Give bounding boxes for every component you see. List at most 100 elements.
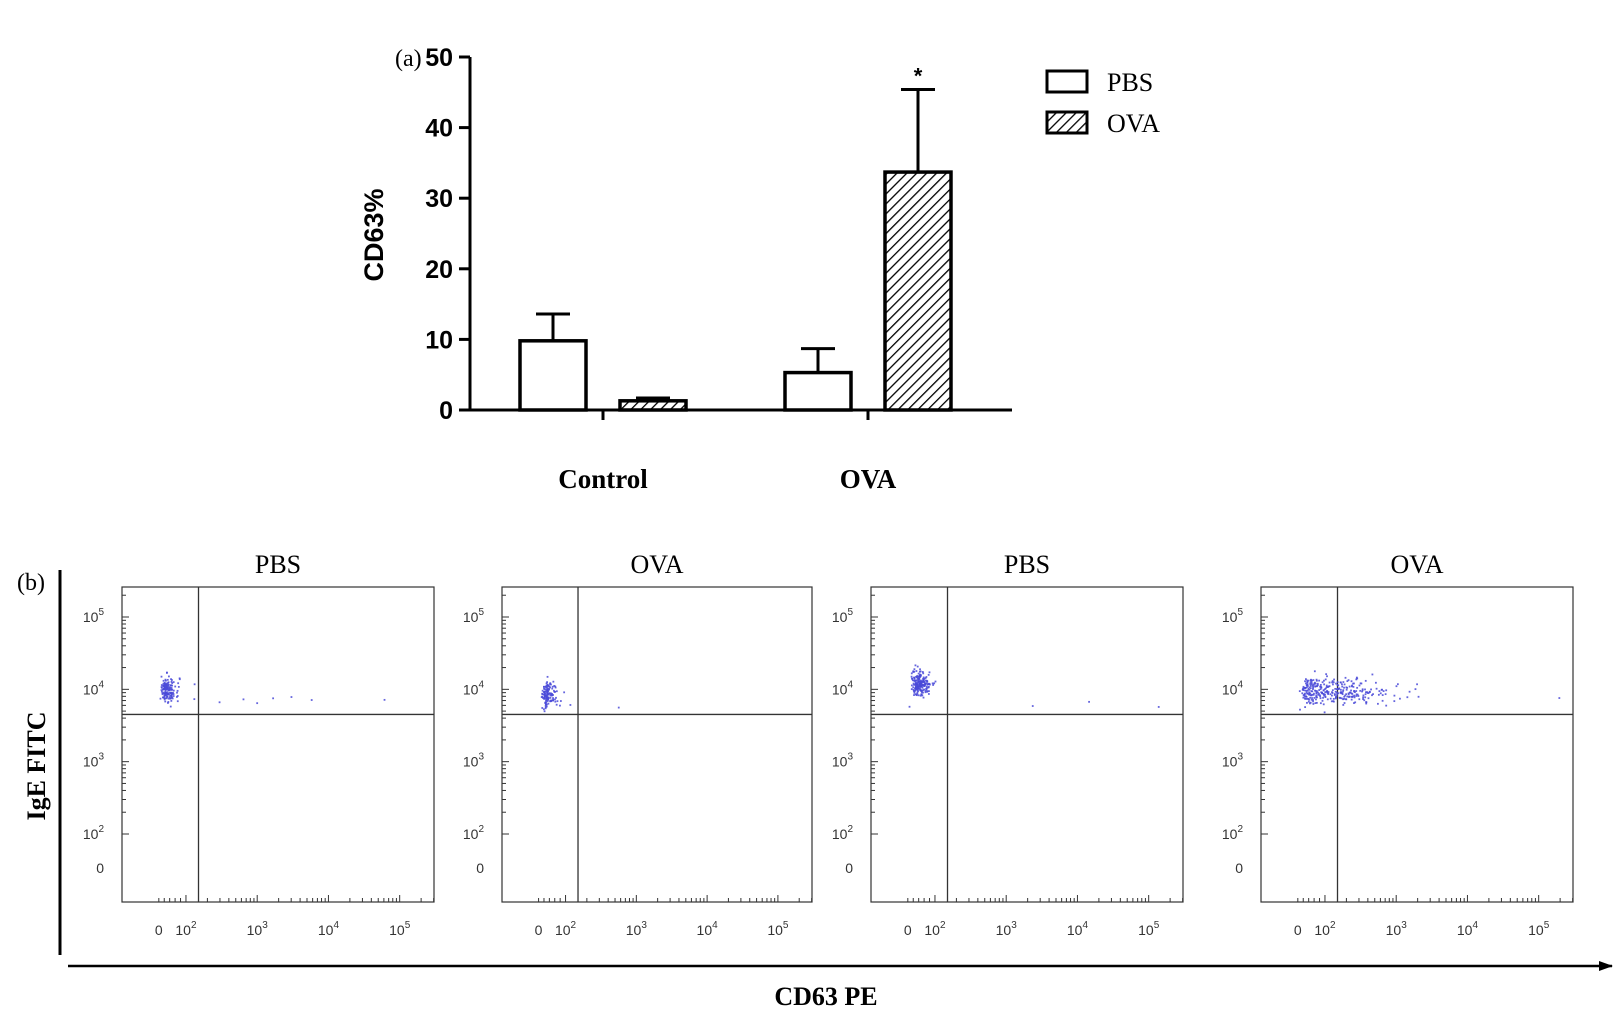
event-point [1314,689,1316,692]
event-point [913,668,916,671]
event-point [1157,706,1160,708]
event-point [1393,694,1396,697]
bar-ova-ova [883,170,953,412]
event-point [1336,681,1339,684]
event-point [163,698,166,701]
event-point [1304,687,1307,689]
subplot-title: PBS [1004,550,1050,579]
event-point [918,675,921,677]
event-point [1355,690,1358,692]
legend-swatch-ova [1045,110,1089,135]
event-point [1365,691,1367,694]
event-point [1324,693,1326,696]
event-point [554,690,556,693]
event-point [1372,693,1374,696]
event-point [1345,698,1347,701]
event-point [172,681,175,684]
event-point [543,710,546,713]
event-point [1315,698,1317,701]
event-point [542,708,545,711]
event-point [917,672,920,675]
event-point [177,682,180,685]
event-point [1341,693,1344,696]
event-point [1323,688,1326,691]
event-point [166,678,169,681]
event-point [912,686,915,689]
event-point [1356,693,1359,696]
event-point [1371,694,1373,697]
event-point [542,697,544,699]
event-point [242,698,245,701]
event-point [162,691,165,694]
event-point [1357,695,1360,697]
event-point [172,691,174,694]
event-point [916,677,919,680]
event-point [1361,689,1364,692]
event-point [170,694,173,697]
event-point [168,686,171,688]
y-tick-label: 102 [832,824,854,842]
event-point [1323,694,1325,697]
event-point [923,685,926,688]
x-tick-label: 0 [904,922,912,938]
event-point [917,675,920,678]
event-point [1312,679,1315,681]
y-tick-label: 104 [832,679,854,697]
event-point [1316,690,1318,693]
event-point [1334,697,1337,700]
event-point [546,696,548,698]
event-point [919,694,922,697]
event-point [1362,694,1365,697]
event-point [1355,676,1358,679]
event-point [169,686,172,689]
event-point [552,697,554,699]
bars [518,170,953,412]
event-point [922,679,925,682]
event-point [546,700,549,703]
event-point [932,684,935,686]
event-point [1326,698,1329,701]
event-point [550,693,553,696]
event-point [162,692,165,695]
event-point [556,700,559,703]
event-point [1310,681,1313,684]
y-tick-label: 103 [1222,752,1244,770]
event-point [928,690,930,693]
event-point [1367,692,1370,695]
event-point [1307,700,1310,703]
event-point [1370,688,1372,691]
event-point [1327,691,1330,693]
event-point [925,676,928,678]
event-point [168,693,170,696]
event-point [1343,683,1346,686]
event-point [166,695,169,698]
event-point [918,682,921,685]
x-tick-label: 103 [996,920,1018,938]
event-point [165,682,168,685]
event-point [1309,679,1312,682]
event-point [1306,679,1309,682]
event-point [1348,691,1351,694]
event-point [908,705,911,708]
event-point [1312,700,1314,703]
event-point [1316,685,1318,687]
event-point [1337,692,1340,695]
event-point [1318,692,1320,695]
event-point [1312,693,1315,696]
event-point [1353,702,1355,704]
category-label-control: Control [558,464,648,494]
event-point [921,683,924,686]
event-point [921,680,924,682]
x-tick-label: 103 [626,920,648,938]
event-point [910,672,913,675]
event-point [1333,678,1335,681]
event-point [923,677,926,680]
event-point [1316,682,1319,685]
scatter-plot-3: PBS 0 102 103 104 105 105 104 103 102 0 [832,550,1184,938]
event-point [1308,693,1311,696]
event-point [167,697,170,700]
event-point [931,682,934,685]
event-point [1334,696,1337,699]
event-point [1306,680,1309,683]
